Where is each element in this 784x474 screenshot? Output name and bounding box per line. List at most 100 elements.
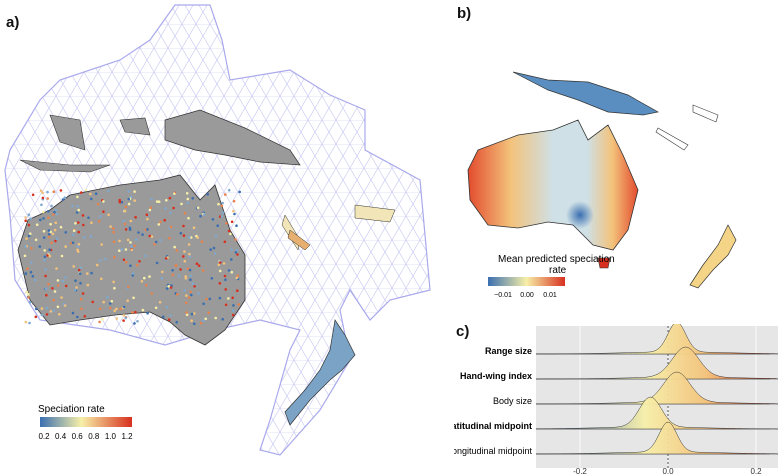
speciation-dot xyxy=(44,287,48,291)
speciation-dot xyxy=(43,258,46,262)
speciation-dot xyxy=(227,188,231,192)
speciation-dot xyxy=(47,235,51,239)
speciation-dot xyxy=(27,292,30,296)
speciation-dot xyxy=(192,226,196,229)
speciation-dot xyxy=(52,309,55,312)
speciation-dot xyxy=(90,271,93,275)
speciation-dot xyxy=(213,252,217,255)
speciation-dot xyxy=(134,310,137,314)
speciation-dot xyxy=(122,258,126,262)
speciation-dot xyxy=(50,204,53,208)
speciation-dot xyxy=(133,322,136,325)
speciation-dot xyxy=(190,312,194,316)
speciation-dot xyxy=(188,255,192,258)
speciation-dot xyxy=(176,292,179,296)
speciation-dot xyxy=(24,219,28,222)
speciation-dot xyxy=(122,219,125,223)
speciation-dot xyxy=(187,216,190,220)
speciation-dot xyxy=(98,259,102,262)
speciation-dot xyxy=(205,297,208,301)
speciation-dot xyxy=(186,201,189,205)
speciation-dot xyxy=(54,239,57,243)
speciation-dot xyxy=(64,245,67,248)
speciation-dot xyxy=(55,237,59,240)
ridge-row-label: Latitudinal midpoint xyxy=(454,421,532,431)
speciation-dot xyxy=(129,219,133,223)
speciation-dot xyxy=(168,196,172,200)
speciation-dot xyxy=(150,197,153,201)
speciation-dot xyxy=(118,249,121,252)
speciation-dot xyxy=(124,228,128,231)
speciation-dot xyxy=(220,214,224,218)
speciation-dot xyxy=(223,274,227,278)
speciation-dot xyxy=(169,314,172,317)
speciation-dot xyxy=(44,268,47,271)
speciation-dot xyxy=(189,278,192,282)
speciation-dot xyxy=(119,307,122,311)
speciation-dot xyxy=(45,293,48,297)
speciation-dot xyxy=(76,195,79,199)
speciation-dot xyxy=(173,192,176,195)
speciation-dot xyxy=(235,248,239,252)
speciation-dot xyxy=(197,264,201,268)
speciation-dot xyxy=(23,254,27,258)
panel-b-map: Mean predicted speciation rate −0.01 0.00… xyxy=(467,71,737,299)
speciation-dot xyxy=(35,223,39,226)
speciation-dot xyxy=(79,266,83,270)
speciation-dot xyxy=(34,238,38,242)
speciation-dot xyxy=(27,213,31,216)
speciation-dot xyxy=(110,299,114,303)
speciation-dot xyxy=(199,214,202,218)
speciation-dot xyxy=(236,253,239,256)
speciation-dot xyxy=(64,276,67,279)
speciation-dot xyxy=(100,243,103,246)
speciation-dot xyxy=(204,317,207,321)
speciation-dot xyxy=(187,243,191,246)
speciation-dot xyxy=(236,289,239,293)
speciation-dot xyxy=(167,318,171,322)
speciation-dot xyxy=(230,248,233,251)
speciation-dot xyxy=(63,196,67,199)
speciation-dot xyxy=(113,255,116,259)
speciation-dot xyxy=(214,316,217,320)
speciation-dot xyxy=(108,302,112,305)
speciation-dot xyxy=(227,297,230,300)
speciation-dot xyxy=(81,292,85,295)
speciation-dot xyxy=(184,275,187,278)
speciation-dot xyxy=(59,189,63,192)
speciation-dot xyxy=(74,279,77,283)
speciation-dot xyxy=(126,299,129,303)
new-guinea-b xyxy=(512,71,659,116)
speciation-dot xyxy=(25,290,29,294)
speciation-dot xyxy=(24,245,27,248)
speciation-dot xyxy=(222,262,226,265)
speciation-dot xyxy=(113,286,116,290)
indonesia-islands xyxy=(19,159,111,173)
speciation-dot xyxy=(224,193,227,196)
speciation-dot xyxy=(230,220,234,224)
speciation-dot xyxy=(220,204,224,208)
speciation-dot xyxy=(224,288,227,291)
new-zealand-shape xyxy=(284,319,356,426)
speciation-dot xyxy=(190,319,193,323)
speciation-dot xyxy=(206,192,209,196)
speciation-dot xyxy=(24,320,28,324)
speciation-dot xyxy=(30,246,33,250)
speciation-dot xyxy=(211,218,215,221)
speciation-dot xyxy=(189,236,193,239)
speciation-dot xyxy=(227,229,231,233)
speciation-dot xyxy=(122,319,125,322)
speciation-dot xyxy=(235,224,238,227)
speciation-dot xyxy=(38,245,42,248)
speciation-dot xyxy=(183,259,187,263)
speciation-dot xyxy=(141,233,144,236)
speciation-dot xyxy=(76,250,80,253)
speciation-dot xyxy=(161,270,164,274)
speciation-dot xyxy=(172,206,175,210)
speciation-dot xyxy=(182,255,185,258)
speciation-dot xyxy=(218,282,222,285)
panel-b-label: b) xyxy=(457,5,472,22)
speciation-dot xyxy=(43,255,47,259)
speciation-dot xyxy=(153,242,156,246)
speciation-dot xyxy=(188,268,192,272)
